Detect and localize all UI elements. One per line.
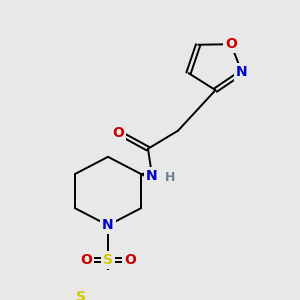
Text: O: O	[124, 253, 136, 267]
Text: N: N	[236, 65, 248, 79]
Text: O: O	[112, 126, 124, 140]
Text: N: N	[102, 218, 114, 232]
Polygon shape	[141, 171, 153, 180]
Text: S: S	[76, 290, 86, 300]
Text: O: O	[80, 253, 92, 267]
Text: S: S	[103, 253, 113, 267]
Text: N: N	[146, 169, 158, 183]
Text: H: H	[165, 171, 175, 184]
Text: O: O	[225, 37, 237, 51]
